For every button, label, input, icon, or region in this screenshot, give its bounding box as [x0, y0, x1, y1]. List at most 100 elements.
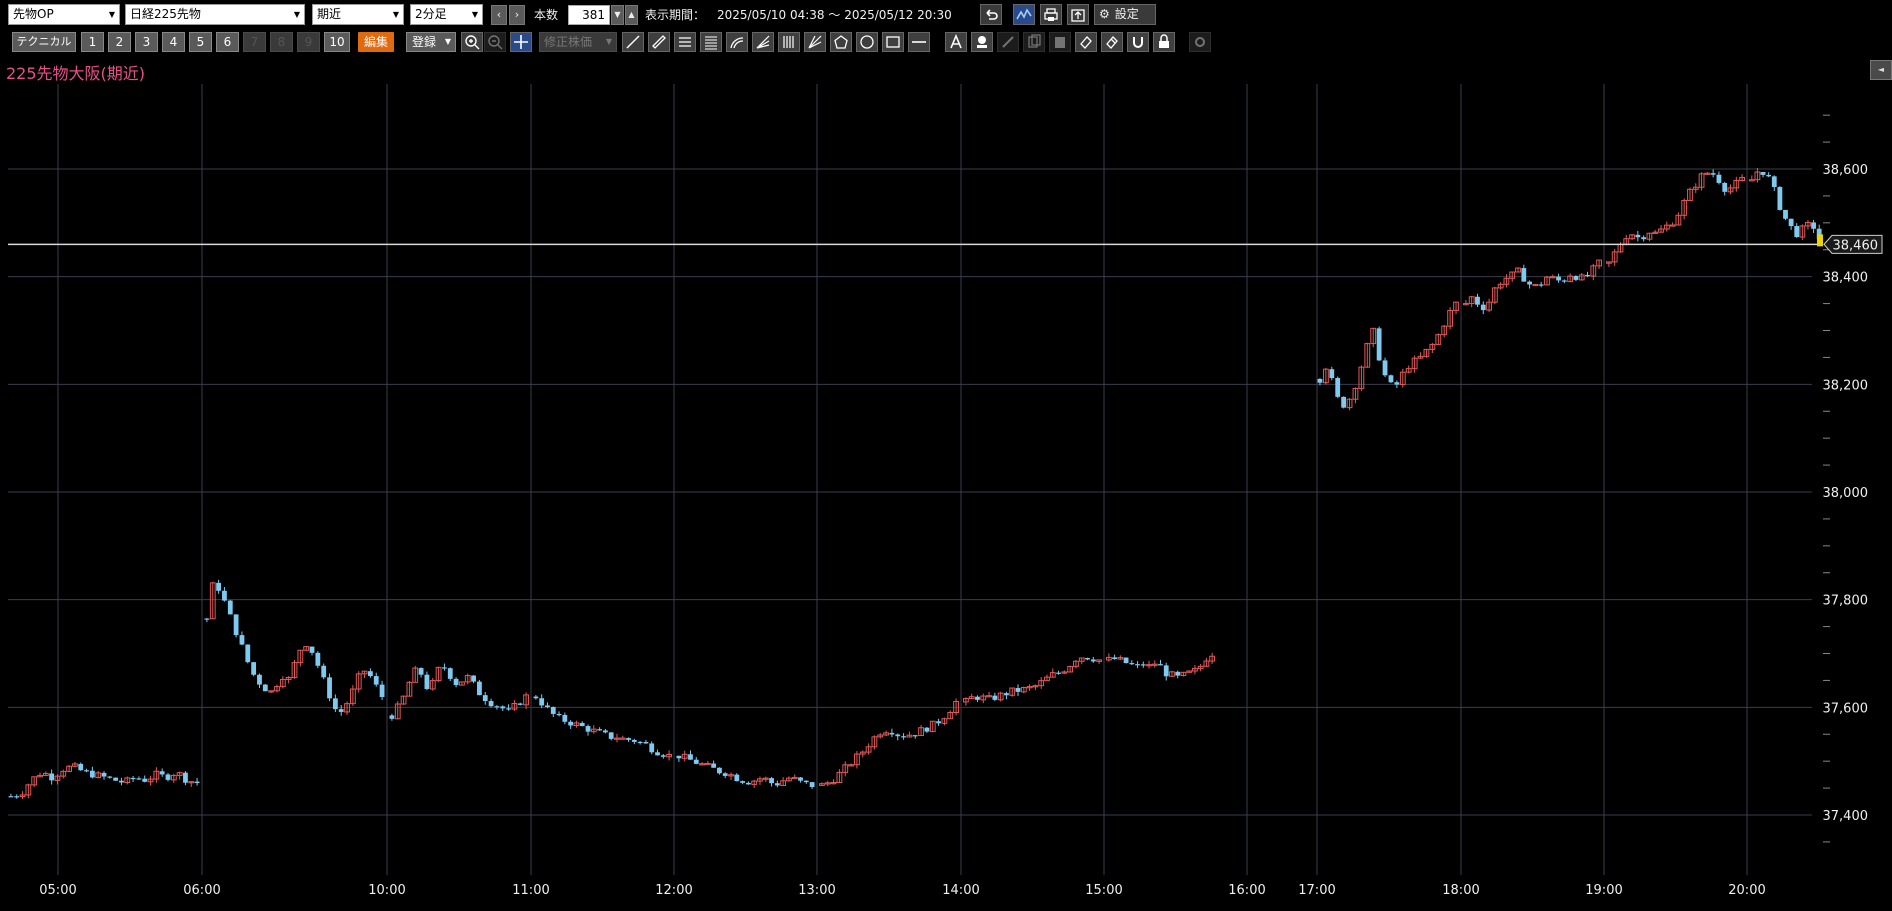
candle-body-down: [631, 739, 637, 742]
crosshair-button[interactable]: [510, 32, 532, 52]
candle-body-down: [717, 767, 722, 774]
candle-body-down: [722, 773, 728, 776]
candle-body-up: [355, 673, 362, 690]
candle-body-up: [986, 695, 992, 698]
candle-body-up: [37, 774, 43, 778]
brush-tool[interactable]: [997, 32, 1019, 52]
horizontal-line-tool[interactable]: [908, 32, 930, 52]
copy-tool[interactable]: [1023, 32, 1045, 52]
candle-body-up: [1117, 657, 1124, 660]
preset-8-button[interactable]: 8: [270, 32, 293, 52]
candle-body-up: [1169, 671, 1175, 677]
pentagon-tool[interactable]: [830, 32, 852, 52]
candlesticks: [8, 167, 1822, 800]
candle-body-up: [1629, 234, 1635, 240]
candle-body-down: [14, 796, 20, 798]
circle-tool[interactable]: [856, 32, 878, 52]
candle-body-down: [142, 778, 148, 782]
arc-icon: [730, 37, 744, 49]
candle-body-down: [1085, 657, 1090, 660]
print-button[interactable]: [1040, 4, 1062, 25]
fibonacci-tool[interactable]: [700, 32, 722, 52]
candle-body-up: [1186, 670, 1193, 673]
eraser-all-tool[interactable]: [1101, 32, 1123, 52]
chevron-down-icon: ▼: [471, 10, 478, 19]
prev-button[interactable]: ‹: [491, 5, 507, 25]
vertical-lines-tool[interactable]: [778, 32, 800, 52]
interval-select[interactable]: 2分足 ▼: [410, 4, 483, 25]
fan-tool[interactable]: [752, 32, 774, 52]
candle-body-up: [1096, 659, 1103, 662]
gann-icon: [808, 35, 822, 49]
x-tick-label: 18:00: [1442, 883, 1479, 898]
drawing-settings-tool[interactable]: [1189, 32, 1211, 52]
horizontal-lines-tool[interactable]: [674, 32, 696, 52]
next-button[interactable]: ›: [509, 5, 525, 25]
candle-body-up: [830, 782, 837, 785]
trendline-tool[interactable]: [622, 32, 644, 52]
candle-body-down: [84, 770, 89, 772]
adjusted-price-select[interactable]: 修正株価 ▼: [539, 32, 617, 52]
candle-body-up: [1544, 276, 1550, 286]
zoom-in-icon: [465, 35, 480, 50]
count-input[interactable]: 381: [568, 5, 610, 25]
zoom-out-button[interactable]: [484, 32, 506, 52]
candle-body-down: [936, 721, 941, 724]
candle-body-down: [1341, 396, 1347, 408]
magnet-tool[interactable]: [1127, 32, 1149, 52]
stamp-tool[interactable]: [971, 32, 993, 52]
preset-6-button[interactable]: 6: [216, 32, 239, 52]
lock-tool[interactable]: [1153, 32, 1175, 52]
preset-9-button[interactable]: 9: [297, 32, 320, 52]
symbol-select[interactable]: 日経225先物 ▼: [125, 4, 305, 25]
preset-2-button[interactable]: 2: [108, 32, 131, 52]
candle-body-down: [901, 736, 906, 738]
contract-select-value: 期近: [317, 7, 342, 21]
register-button[interactable]: 登録 ▼: [406, 32, 456, 52]
chart-type-button[interactable]: [1013, 4, 1035, 25]
contract-select[interactable]: 期近 ▼: [312, 4, 404, 25]
count-down-button[interactable]: ▼: [611, 5, 624, 25]
export-button[interactable]: [1067, 4, 1089, 25]
candle-body-down: [257, 674, 262, 685]
candle-body-down: [597, 729, 603, 731]
preset-3-button[interactable]: 3: [135, 32, 158, 52]
ruler-tool[interactable]: [648, 32, 670, 52]
candle-body-down: [107, 776, 113, 778]
candle-body-down: [1561, 280, 1567, 282]
candle-body-up: [1105, 656, 1112, 661]
edit-button[interactable]: 編集: [358, 32, 394, 52]
candle-body-down: [889, 732, 895, 735]
category-select[interactable]: 先物OP ▼: [8, 4, 120, 25]
paste-tool[interactable]: [1049, 32, 1071, 52]
undo-button[interactable]: [980, 4, 1002, 25]
candle-body-up: [1491, 287, 1498, 303]
preset-10-button[interactable]: 10: [324, 32, 350, 52]
preset-7-button[interactable]: 7: [243, 32, 266, 52]
candle-body-up: [1203, 660, 1210, 667]
technical-button[interactable]: テクニカル: [12, 32, 76, 52]
settings-button[interactable]: ⚙ 設定: [1094, 4, 1156, 25]
candle-body-up: [1435, 334, 1442, 345]
candle-body-up: [412, 667, 419, 683]
rectangle-tool[interactable]: [882, 32, 904, 52]
candle-body-down: [562, 714, 568, 722]
count-up-button[interactable]: ▲: [625, 5, 638, 25]
candle-body-up: [906, 734, 913, 738]
candle-body-up: [791, 776, 798, 780]
candle-body-up: [1509, 271, 1516, 279]
text-tool[interactable]: [945, 32, 967, 52]
gann-tool[interactable]: [804, 32, 826, 52]
eraser-tool[interactable]: [1075, 32, 1097, 52]
zoom-in-button[interactable]: [461, 32, 483, 52]
collapse-panel-button[interactable]: ◄: [1870, 60, 1892, 80]
preset-5-button[interactable]: 5: [189, 32, 212, 52]
rectangle-icon: [886, 36, 900, 48]
y-tick-label: 38,200: [1823, 378, 1869, 393]
candle-body-up: [1423, 348, 1430, 357]
arc-tool[interactable]: [726, 32, 748, 52]
preset-4-button[interactable]: 4: [162, 32, 185, 52]
preset-1-button[interactable]: 1: [81, 32, 104, 52]
undo-icon: [986, 8, 998, 20]
